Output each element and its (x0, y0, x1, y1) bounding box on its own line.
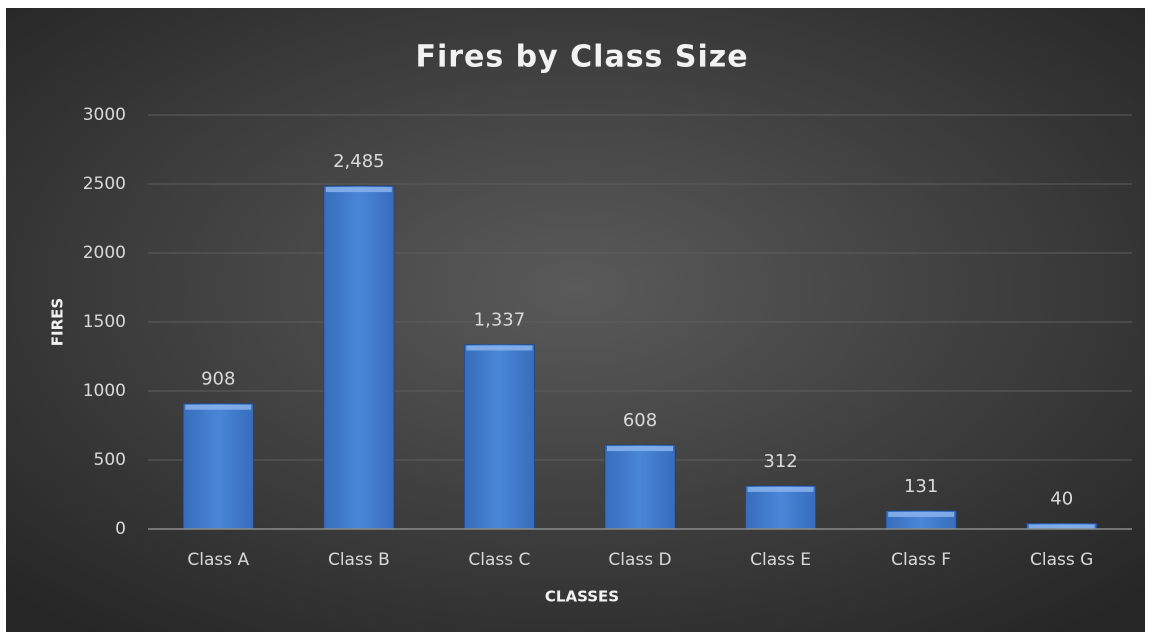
chart-title: Fires by Class Size (415, 40, 748, 75)
y-tick-label: 2500 (83, 174, 126, 194)
x-tick-label: Class C (468, 550, 530, 570)
value-label: 131 (904, 476, 938, 497)
x-tick-label: Class E (750, 550, 811, 570)
bar-highlight (747, 486, 814, 492)
chart-background (6, 8, 1145, 632)
value-label: 608 (623, 410, 657, 431)
value-label: 2,485 (333, 151, 385, 172)
bar (604, 444, 676, 530)
value-label: 312 (763, 451, 797, 472)
bar (182, 403, 254, 530)
value-label: 40 (1050, 488, 1073, 509)
bar-highlight (888, 511, 955, 517)
y-axis-title: FIRES (49, 298, 67, 346)
bar-highlight (466, 345, 533, 351)
x-tick-label: Class B (328, 550, 390, 570)
bar-highlight (1028, 524, 1095, 530)
bar (745, 485, 817, 530)
value-label: 908 (201, 369, 235, 390)
y-tick-label: 2000 (83, 243, 126, 263)
y-tick-label: 0 (115, 519, 126, 539)
value-label: 1,337 (474, 309, 526, 330)
x-axis-title: CLASSES (545, 588, 619, 606)
bar-highlight (325, 187, 392, 193)
bar (463, 343, 535, 530)
y-tick-label: 500 (94, 450, 126, 470)
bar-highlight (607, 446, 673, 452)
x-tick-label: Class G (1030, 550, 1093, 570)
x-tick-label: Class D (608, 550, 671, 570)
x-tick-label: Class F (891, 550, 951, 570)
y-tick-label: 1000 (83, 381, 126, 401)
x-tick-label: Class A (187, 550, 249, 570)
y-tick-label: 3000 (83, 105, 126, 125)
bar-highlight (185, 404, 252, 410)
bar (323, 185, 395, 530)
y-tick-label: 1500 (83, 312, 126, 332)
